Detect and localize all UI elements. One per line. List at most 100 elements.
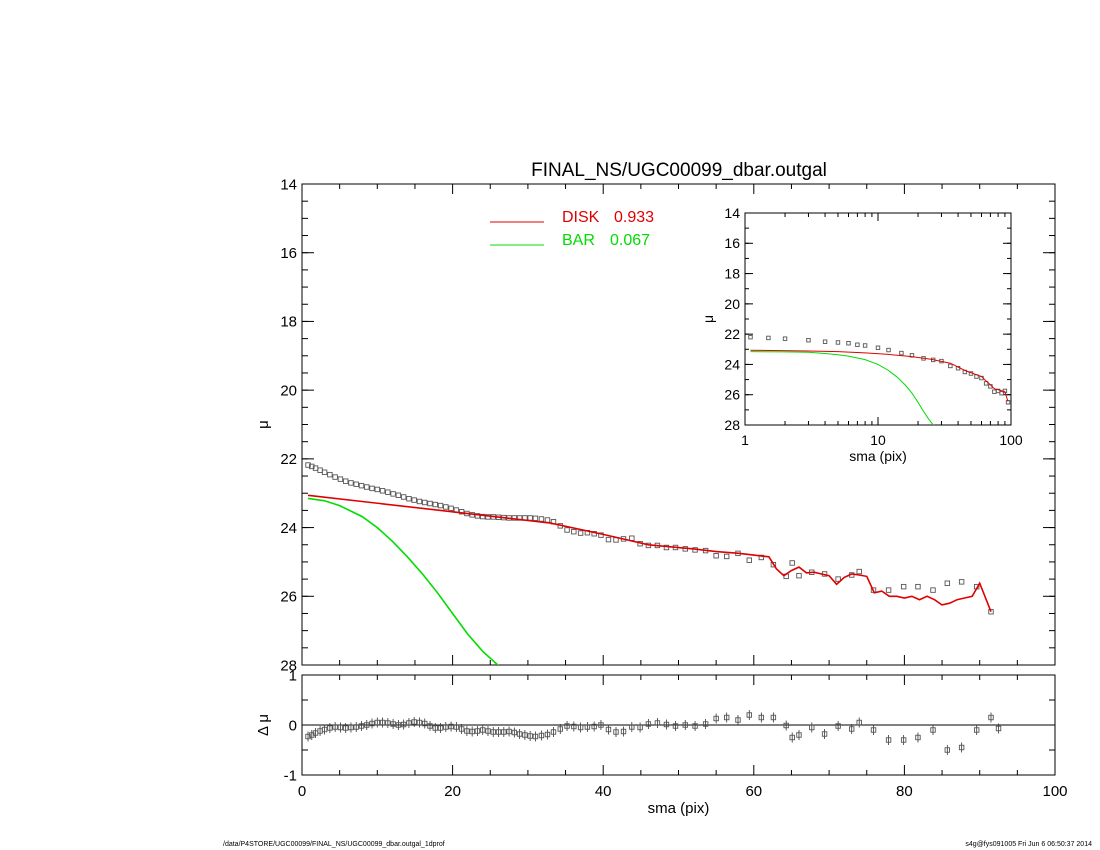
residual-data-point: [835, 723, 841, 729]
residual-data-point: [374, 719, 380, 726]
residual-xtick-label: 0: [298, 783, 306, 800]
residual-data-point: [464, 728, 470, 734]
residual-data-point: [663, 721, 670, 728]
residual-data-point: [416, 719, 423, 726]
inset-data-point: [983, 381, 989, 386]
residual-data-point: [571, 723, 577, 730]
legend-disk-value: 0.933: [614, 209, 654, 226]
residual-data-point: [448, 723, 454, 730]
residual-data-point: [988, 714, 994, 721]
inset-data-point: [875, 345, 881, 350]
residual-data-point: [406, 720, 412, 726]
residual-data-point: [557, 726, 563, 732]
main-data-point: [348, 480, 354, 486]
inset-plot-area: [748, 334, 1011, 425]
main-data-point: [723, 553, 730, 560]
main-disk-line: [307, 494, 992, 612]
residual-data-point: [584, 724, 591, 730]
chart-title: FINAL_NS/UGC00099_dbar.outgal: [531, 160, 827, 181]
main-data-point: [364, 484, 370, 490]
inset-data-point: [948, 363, 953, 369]
residual-plot-area: [302, 710, 1055, 755]
main-data-point: [432, 501, 438, 508]
main-data-point: [930, 587, 936, 593]
residual-data-point: [796, 732, 802, 738]
legend-bar-label: BAR: [562, 232, 595, 249]
main-data-point: [571, 528, 577, 535]
main-data-point: [538, 516, 545, 522]
residual-data-point: [400, 721, 407, 728]
main-data-point: [988, 609, 994, 615]
residual-data-point: [735, 717, 741, 723]
inset-data-point: [748, 334, 753, 340]
main-data-point: [770, 561, 777, 568]
residual-xtick-label: 100: [1042, 783, 1067, 800]
main-data-point: [390, 491, 396, 497]
residual-data-point: [469, 728, 475, 735]
main-data-point: [379, 488, 386, 494]
residual-data-point: [783, 722, 789, 729]
inset-xlabel: sma (pix): [849, 448, 907, 464]
residual-data-point: [930, 727, 936, 733]
inset-data-point: [999, 391, 1004, 396]
residual-data-point: [532, 733, 539, 740]
residual-data-point: [958, 744, 965, 751]
residual-data-point: [995, 725, 1002, 732]
main-data-point: [385, 489, 391, 495]
residual-data-point: [411, 719, 417, 725]
residual-data-point: [605, 726, 612, 733]
residual-data-point: [369, 720, 375, 727]
residual-data-point: [506, 728, 512, 735]
main-ytick-label: 22: [280, 451, 297, 468]
residual-xtick-label: 20: [444, 783, 461, 800]
residual-data-point: [544, 731, 551, 738]
residual-data-point: [516, 731, 523, 737]
main-ytick-label: 28: [280, 657, 297, 674]
main-data-point: [406, 496, 412, 502]
main-data-point: [527, 515, 533, 521]
residual-data-point: [654, 720, 661, 726]
inset-bar-line: [750, 351, 934, 425]
residual-data-point: [527, 733, 533, 739]
inset-data-point: [886, 347, 891, 353]
legend-bar-value: 0.067: [610, 232, 650, 249]
main-data-point: [577, 530, 584, 536]
main-data-point: [321, 469, 328, 475]
main-data-point: [448, 505, 454, 512]
main-data-point: [835, 576, 841, 582]
residual-data-point: [944, 747, 951, 753]
inset-log-panel: 14 16 18 20 22 24 26 281 10 100 μ sma (pix): [700, 205, 1023, 464]
main-data-point: [305, 462, 311, 468]
main-data-point: [395, 492, 402, 498]
residual-data-point: [702, 721, 709, 727]
inset-xtick-label: 1: [741, 432, 749, 448]
residual-data-point: [332, 724, 338, 730]
main-data-point: [443, 504, 449, 510]
main-data-point: [564, 527, 570, 533]
main-data-point: [856, 568, 862, 575]
main-data-point: [885, 587, 892, 593]
inset-ylabel: μ: [700, 315, 716, 323]
residual-data-point: [577, 724, 584, 731]
inset-data-point: [806, 338, 811, 343]
main-data-point: [427, 500, 433, 507]
inset-data-point: [782, 336, 788, 341]
main-data-point: [342, 478, 349, 484]
main-data-point: [605, 536, 612, 543]
inset-ytick-label: 28: [724, 417, 740, 433]
footer-timestamp: s4g@fys091005 Fri Jun 6 06:50:37 2014: [965, 841, 1092, 848]
main-ytick-label: 24: [280, 520, 297, 537]
residual-ytick-label: 1: [289, 667, 297, 684]
residual-data-point: [591, 723, 597, 730]
residual-data-point: [390, 721, 396, 727]
inset-frame: [744, 212, 1012, 426]
residual-ytick-label: -1: [284, 767, 297, 784]
inset-ytick-label: 14: [724, 205, 740, 221]
residual-data-point: [379, 719, 386, 726]
main-data-point: [309, 463, 315, 470]
main-data-point: [746, 557, 752, 563]
residual-data-point: [348, 724, 354, 731]
residual-xlabel: sma (pix): [648, 800, 710, 817]
residual-data-point: [485, 728, 491, 734]
